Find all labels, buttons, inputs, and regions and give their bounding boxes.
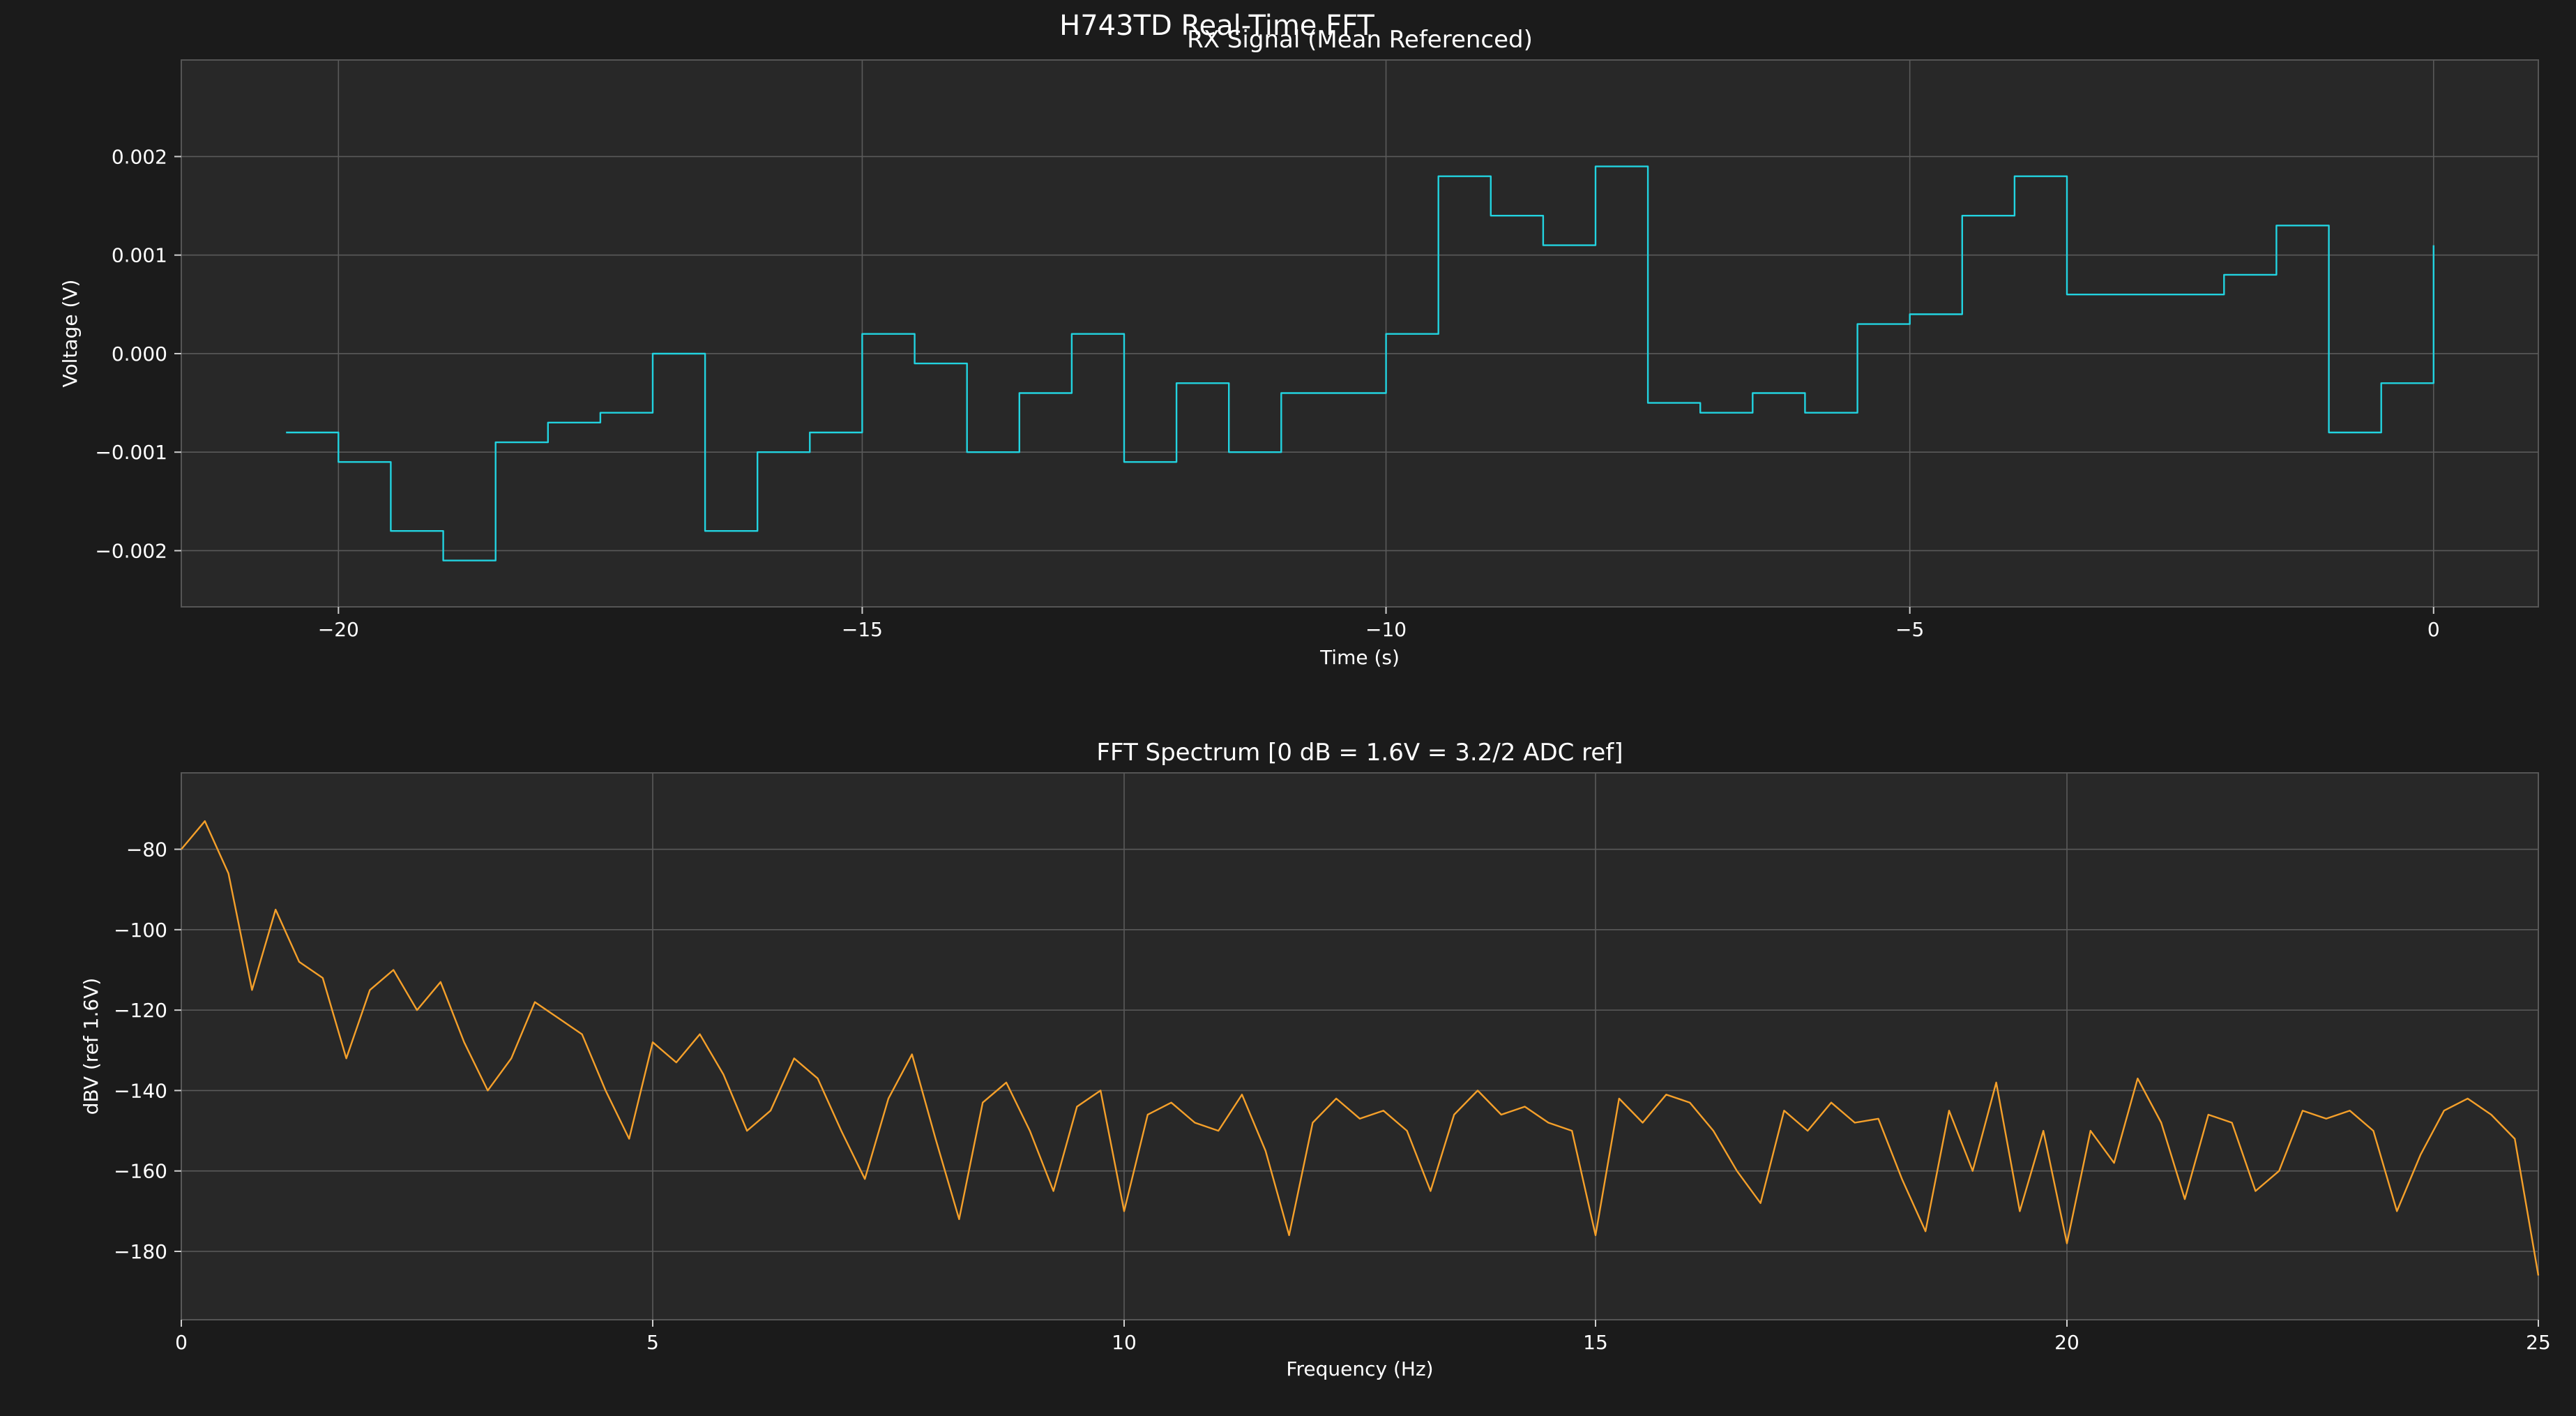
x-tick-label: 20 [2054, 1331, 2079, 1354]
y-tick-label: −80 [126, 838, 167, 861]
x-tick-label: 0 [2427, 618, 2440, 641]
x-tick-label: 25 [2526, 1331, 2551, 1354]
y-tick-label: 0.001 [112, 244, 167, 267]
figure-title: H743TD Real-Time FFT [1059, 10, 1374, 42]
chart-title: FFT Spectrum [0 dB = 1.6V = 3.2/2 ADC re… [1096, 739, 1623, 767]
x-tick-label: 5 [646, 1331, 659, 1354]
y-tick-label: −120 [114, 999, 167, 1022]
chart-title: RX Signal (Mean Referenced) [1187, 26, 1533, 54]
x-axis-label: Time (s) [1319, 646, 1400, 669]
x-tick-label: −15 [842, 618, 883, 641]
y-tick-label: −140 [114, 1079, 167, 1102]
series-line [181, 820, 2540, 1276]
y-axis-label: dBV (ref 1.6V) [79, 978, 103, 1115]
x-tick-label: 0 [175, 1331, 188, 1354]
y-tick-label: −160 [114, 1160, 167, 1183]
plot-area [181, 59, 2539, 608]
x-axis-label: Frequency (Hz) [1286, 1357, 1433, 1380]
series-line [286, 165, 2434, 562]
x-tick-label: −20 [318, 618, 359, 641]
x-tick-label: 10 [1112, 1331, 1137, 1354]
x-tick-label: −10 [1365, 618, 1407, 641]
y-tick-label: −180 [114, 1240, 167, 1263]
y-tick-label: −100 [114, 919, 167, 942]
x-tick-label: 15 [1583, 1331, 1608, 1354]
y-tick-label: 0.002 [112, 145, 167, 168]
fft-spectrum-chart: 0 5 10 15 20 25 −80 −100 −120 −140 −160 −180 FFT Spe… [79, 739, 2551, 1380]
y-axis-label: Voltage (V) [59, 280, 82, 388]
x-tick-label: −5 [1895, 618, 1924, 641]
y-tick-label: −0.001 [95, 441, 167, 464]
rx-signal-chart: −20 −15 −10 −5 0 −0.002 −0.001 0.000 0.001 0.002 R… [59, 26, 2539, 669]
y-tick-label: −0.002 [95, 539, 167, 562]
y-tick-label: 0.000 [112, 342, 167, 366]
plot-area [181, 772, 2539, 1320]
